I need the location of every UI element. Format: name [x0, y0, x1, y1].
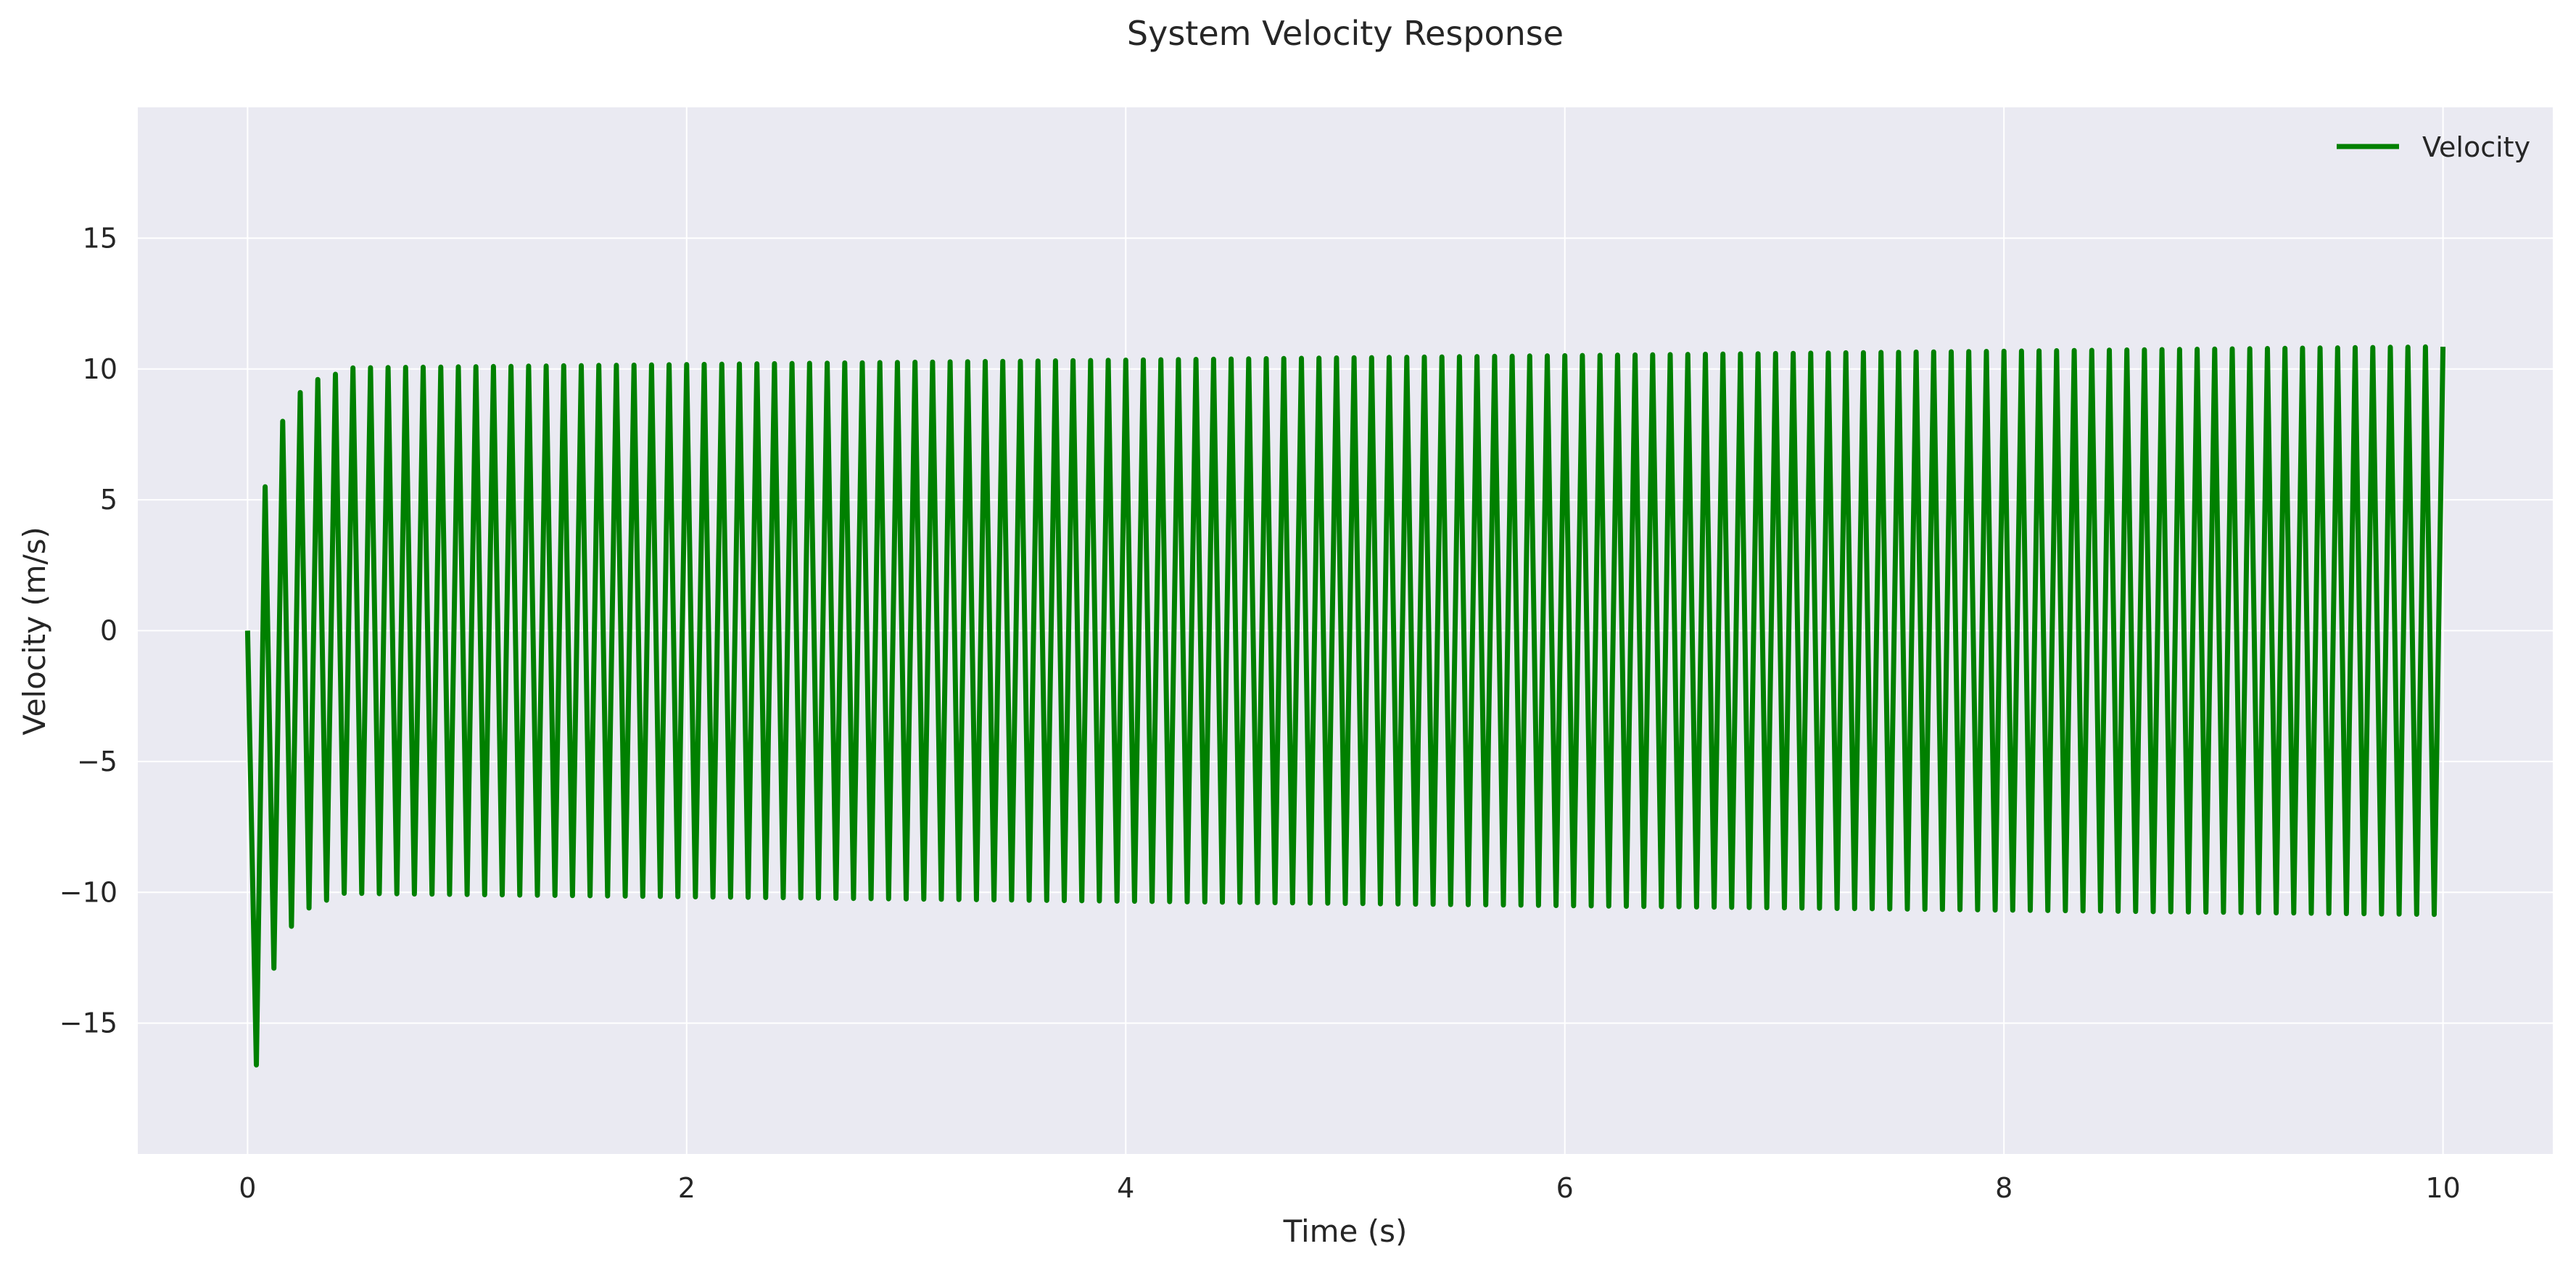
series-layer: [244, 344, 2446, 1068]
x-tick-label: 10: [2425, 1172, 2460, 1204]
y-tick-label: −10: [59, 876, 117, 908]
x-tick-label: 8: [1995, 1172, 2012, 1204]
y-tick-label: 5: [100, 484, 117, 516]
legend-label-velocity: Velocity: [2422, 131, 2530, 163]
y-tick-label: 10: [83, 353, 117, 385]
chart-title: System Velocity Response: [1127, 14, 1564, 53]
x-tick-label: 4: [1117, 1172, 1134, 1204]
y-tick-label: 0: [100, 615, 117, 647]
x-tick-label: 2: [678, 1172, 695, 1204]
x-tick-label: 0: [239, 1172, 256, 1204]
y-tick-label: −15: [59, 1007, 117, 1039]
x-axis-label: Time (s): [1283, 1213, 1408, 1249]
x-axis-ticks: 0 2 4 6 8 10: [239, 1172, 2461, 1204]
x-tick-label: 6: [1556, 1172, 1574, 1204]
y-axis-ticks: −15 −10 −5 0 5 10 15: [59, 222, 117, 1039]
y-tick-label: 15: [83, 222, 117, 254]
velocity-line: [244, 344, 2446, 1068]
y-tick-label: −5: [77, 746, 117, 778]
y-axis-label: Velocity (m/s): [17, 527, 52, 735]
legend: Velocity: [2337, 131, 2530, 163]
